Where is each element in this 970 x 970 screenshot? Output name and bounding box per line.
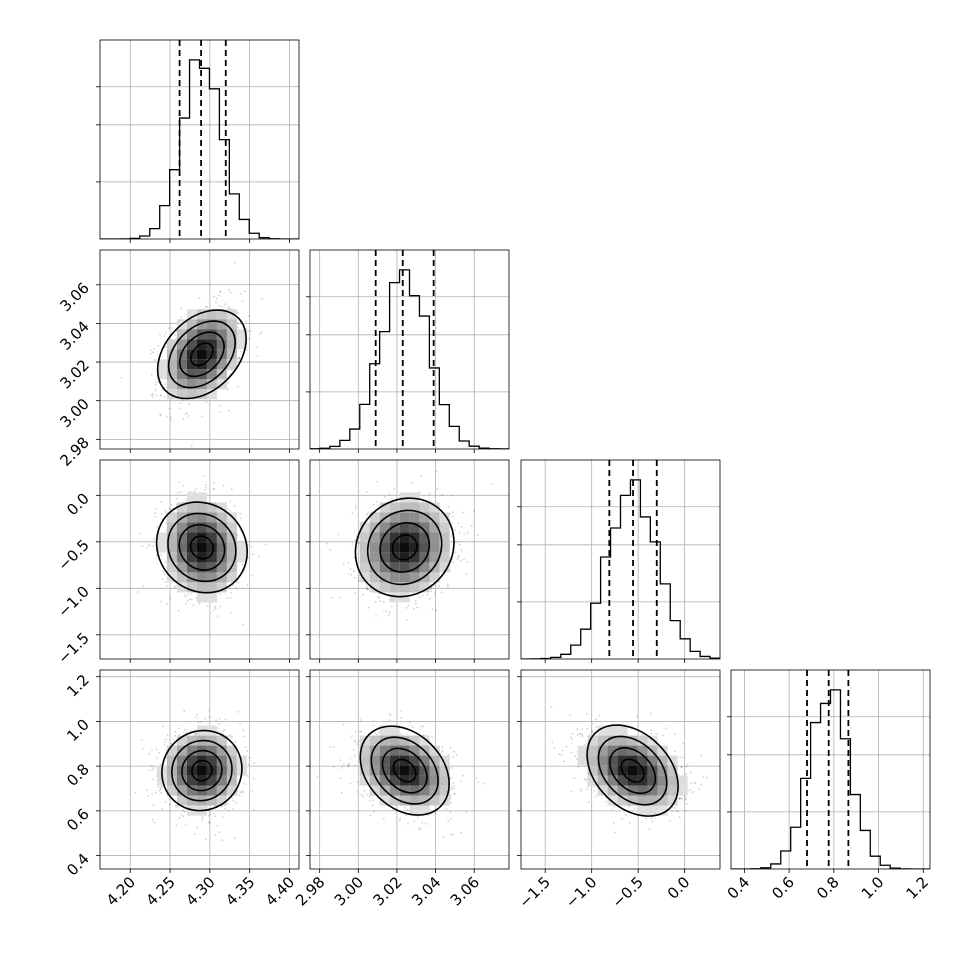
contour-3-0-1 (181, 749, 223, 792)
panel-frame-3-3 (730, 669, 931, 870)
panel-1-1-content (310, 250, 509, 449)
contour-2-0-2 (167, 512, 237, 583)
xtick-label-3-0: 0.4 (724, 873, 754, 903)
contour-3-1-3 (359, 725, 450, 816)
xtick-label-2-3: 0.0 (664, 873, 694, 903)
contour-3-2-1 (609, 747, 657, 795)
contour-2-1-1 (379, 521, 431, 573)
contour-2-1-0 (391, 534, 418, 561)
contour-1-0-0 (190, 342, 214, 367)
contour-2-0-0 (189, 535, 215, 560)
panel-3-2-content (521, 670, 720, 869)
xtick-label-2-1: −1.0 (562, 873, 600, 911)
panel-frame-3-1 (309, 669, 510, 870)
density-2-1 (359, 492, 450, 603)
xtick-label-0-0: 4.20 (103, 873, 139, 909)
panel-1-1 (306, 249, 510, 453)
panel-frame-2-1 (309, 459, 510, 660)
histogram-0 (100, 59, 299, 239)
panel-3-1: 2.98 3.00 3.02 3.04 3.06 (292, 669, 510, 909)
ytick-label-2-1: −1.0 (54, 582, 92, 620)
xtick-label-1-2: 3.02 (369, 873, 405, 909)
panel-0-0 (96, 39, 300, 243)
panel-3-3-content (731, 670, 930, 869)
xtick-label-3-1: 0.6 (768, 873, 798, 903)
contour-3-1-1 (381, 747, 428, 794)
ytick-label-1-0: 2.98 (56, 433, 92, 469)
xtick-label-3-2: 0.8 (813, 873, 843, 903)
panel-3-3: 0.4 0.6 0.8 1.0 1.2 (724, 669, 933, 903)
contour-1-0-2 (167, 320, 236, 389)
panel-frame-1-0 (99, 249, 300, 450)
xtick-label-2-2: −0.5 (609, 873, 647, 911)
panel-2-2-content (521, 460, 720, 659)
histogram-2 (521, 479, 720, 659)
panel-frame-3-0 (99, 669, 300, 870)
contour-2-0-1 (178, 523, 226, 571)
xtick-label-0-2: 4.30 (182, 873, 218, 909)
contour-3-0-2 (171, 739, 233, 802)
panel-2-0-content (100, 460, 299, 659)
xtick-label-0-1: 4.25 (143, 873, 179, 909)
ytick-label-2-3: 0.0 (63, 489, 93, 519)
panel-3-0-content (100, 670, 299, 869)
panel-frame-2-2 (520, 459, 721, 660)
ytick-label-3-4: 1.2 (63, 671, 93, 701)
contour-1-0-1 (178, 331, 225, 378)
xtick-label-0-4: 4.40 (262, 873, 298, 909)
contour-3-0-0 (191, 759, 213, 782)
contour-3-1-2 (370, 736, 439, 805)
ytick-label-1-2: 3.02 (56, 356, 92, 392)
contour-2-1-2 (366, 509, 443, 586)
ytick-label-3-2: 0.8 (63, 760, 93, 790)
xtick-label-0-3: 4.35 (222, 873, 258, 909)
histogram-1 (310, 269, 509, 449)
panel-1-0-content (100, 250, 299, 449)
panel-0-0-content (100, 40, 299, 239)
xtick-label-3-3: 1.0 (858, 873, 888, 903)
contour-2-1-3 (354, 497, 455, 598)
panel-frame-2-0 (99, 459, 300, 660)
xtick-label-1-0: 2.98 (292, 873, 328, 909)
ytick-label-1-1: 3.00 (56, 395, 92, 431)
xtick-label-2-0: −1.5 (516, 873, 554, 911)
ytick-label-2-2: −0.5 (54, 536, 92, 574)
panel-frame-0-0 (99, 39, 300, 240)
panel-frame-1-1 (309, 249, 510, 450)
xtick-label-1-4: 3.06 (447, 873, 483, 909)
ytick-label-1-3: 3.04 (56, 318, 92, 354)
panel-3-2: −1.5 −1.0 −0.5 0.0 (516, 669, 721, 912)
xtick-label-1-1: 3.00 (331, 873, 367, 909)
panel-2-1 (306, 459, 510, 663)
ytick-label-3-0: 0.4 (63, 850, 93, 880)
xtick-label-3-4: 1.2 (903, 873, 933, 903)
xtick-label-1-3: 3.04 (408, 873, 444, 909)
contour-3-2-3 (586, 724, 679, 817)
panel-3-0: 0.4 0.6 0.8 1.0 1.2 4.20 4.25 4.30 4.35 4.40 (63, 669, 300, 909)
contour-3-2-0 (620, 758, 645, 783)
panel-3-1-content (310, 670, 509, 869)
panel-2-2 (517, 459, 721, 663)
panel-1-0: 2.983.003.023.043.06 (56, 249, 300, 470)
panel-frame-3-2 (520, 669, 721, 870)
ytick-label-2-0: −1.5 (54, 629, 92, 667)
panel-2-0: −1.5 −1.0 −0.5 0.0 (54, 459, 300, 667)
histogram-3 (731, 689, 930, 869)
ytick-label-1-4: 3.06 (56, 279, 92, 315)
contour-3-1-0 (392, 758, 417, 783)
contour-3-0-3 (161, 729, 243, 812)
ytick-label-3-1: 0.6 (63, 805, 93, 835)
contour-2-0-3 (155, 501, 249, 594)
contour-1-0-3 (156, 309, 247, 400)
panel-2-1-content (310, 460, 509, 659)
ytick-label-3-3: 1.0 (63, 716, 93, 746)
contour-3-2-2 (597, 735, 668, 806)
